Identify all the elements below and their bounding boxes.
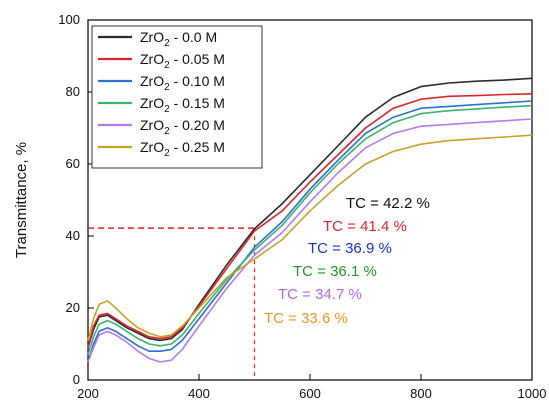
reference-lines — [88, 227, 256, 380]
series-line-3 — [87, 104, 533, 356]
series-line-2 — [87, 100, 533, 363]
tc-annotation: TC = 34.7 % — [278, 286, 362, 303]
tc-annotations: TC = 42.2 % TC = 41.4 % TC = 36.9 % TC = 36… — [264, 195, 430, 327]
tc-annotation: TC = 36.9 % — [308, 240, 392, 257]
legend-entry: ZrO2 - 0.10 M — [140, 73, 225, 93]
x-tick-label: 1000 — [518, 386, 547, 401]
ticks-layer: 200 400 600 800 1000 0 20 40 60 80 100 — [58, 12, 546, 401]
y-tick-label: 60 — [66, 156, 80, 171]
legend-box — [91, 25, 263, 169]
series-layer — [87, 77, 533, 363]
tc-annotation: TC = 36.1 % — [293, 263, 377, 280]
legend-entry: ZrO2 - 0.15 M — [140, 95, 225, 115]
tc-annotation: TC = 33.6 % — [264, 310, 348, 327]
y-axis-title: Transmittance, % — [13, 142, 30, 258]
x-tick-label: 800 — [410, 386, 432, 401]
y-tick-label: 100 — [58, 12, 80, 27]
y-tick-label: 80 — [66, 84, 80, 99]
y-tick-label: 20 — [66, 300, 80, 315]
y-tick-label: 0 — [73, 372, 80, 387]
series-line-5 — [87, 134, 533, 341]
x-tick-label: 600 — [299, 386, 321, 401]
tc-annotation: TC = 41.4 % — [323, 218, 407, 235]
legend-entry: ZrO2 - 0.05 M — [140, 51, 225, 71]
legend-entry: ZrO2 - 0.0 M — [140, 29, 217, 49]
y-tick-label: 40 — [66, 228, 80, 243]
series-line-0 — [87, 77, 533, 348]
series-line-4 — [87, 118, 533, 363]
legend-entry: ZrO2 - 0.25 M — [140, 139, 225, 159]
x-tick-label: 400 — [188, 386, 210, 401]
x-tick-label: 200 — [77, 386, 99, 401]
tc-annotation: TC = 42.2 % — [346, 195, 430, 212]
legend-entry: ZrO2 - 0.20 M — [140, 117, 225, 137]
series-line-1 — [87, 93, 533, 348]
